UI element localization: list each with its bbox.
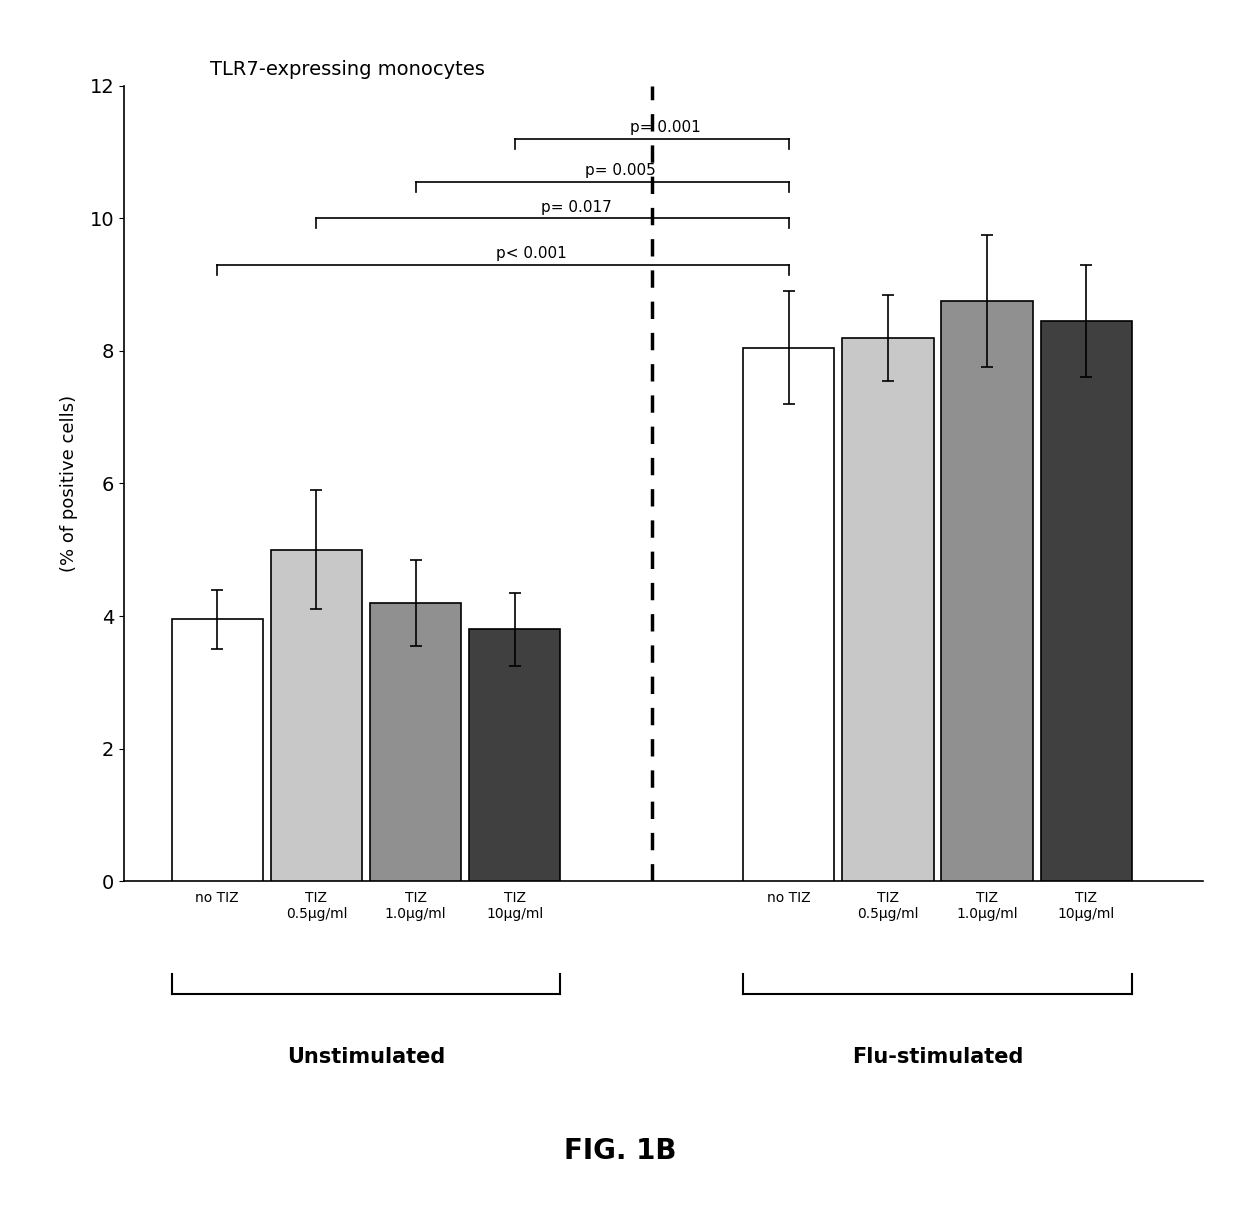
Bar: [370, 602, 461, 881]
Text: FIG. 1B: FIG. 1B: [564, 1137, 676, 1164]
Bar: [469, 629, 560, 881]
Bar: [1040, 321, 1132, 881]
Text: Flu-stimulated: Flu-stimulated: [852, 1047, 1023, 1067]
Bar: [842, 338, 934, 881]
Bar: [171, 619, 263, 881]
Text: p= 0.001: p= 0.001: [630, 120, 701, 136]
Text: p< 0.001: p< 0.001: [496, 246, 567, 262]
Text: TLR7-expressing monocytes: TLR7-expressing monocytes: [211, 60, 485, 78]
Y-axis label: (% of positive cells): (% of positive cells): [61, 395, 78, 572]
Bar: [743, 348, 835, 881]
Bar: [270, 550, 362, 881]
Text: Unstimulated: Unstimulated: [286, 1047, 445, 1067]
Text: p= 0.017: p= 0.017: [541, 200, 611, 215]
Bar: [941, 301, 1033, 881]
Text: p= 0.005: p= 0.005: [585, 164, 656, 179]
